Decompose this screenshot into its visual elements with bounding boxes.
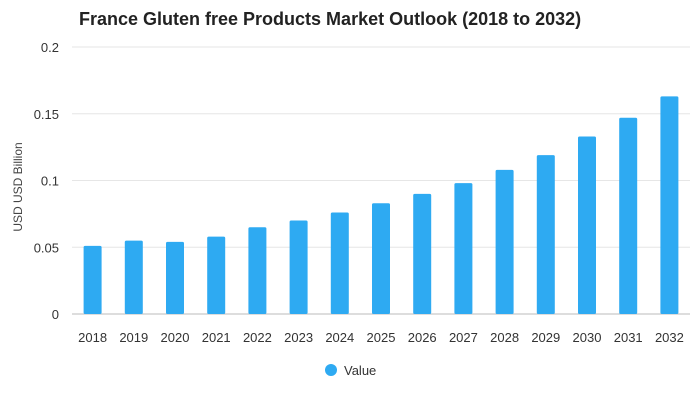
x-tick-label: 2027 [449,330,478,345]
x-tick-label: 2032 [655,330,684,345]
bar-2027 [454,183,473,314]
x-tick-label: 2018 [78,330,107,345]
bar-2025 [372,203,390,314]
y-tick-label: 0.1 [41,174,59,189]
x-tick-label: 2022 [243,330,272,345]
bar-2024 [330,212,349,314]
bar-2026 [413,193,432,314]
y-tick-label: 0 [52,307,59,322]
x-tick-label: 2025 [367,330,396,345]
x-tick-label: 2020 [161,330,190,345]
bar-2028 [495,169,514,314]
legend-label-value: Value [344,363,376,378]
bar-2019 [124,240,143,314]
x-tick-label: 2023 [284,330,313,345]
bar-2030 [578,136,596,314]
x-tick-label: 2021 [202,330,231,345]
bar-2032 [660,96,679,315]
y-tick-label: 0.2 [41,40,59,55]
x-tick-label: 2024 [325,330,354,345]
bar-2022 [248,227,267,314]
x-axis-ticks: 2018 2019 2020 2021 2022 2023 2024 2025 2026 2027… [78,330,684,345]
y-tick-label: 0.05 [34,240,59,255]
legend-swatch [325,364,337,376]
legend: Value [325,363,376,378]
x-tick-label: 2031 [614,330,643,345]
x-tick-label: 2019 [119,330,148,345]
chart-title: France Gluten free Products Market Outlo… [79,9,581,29]
y-axis-ticks: 0 0.05 0.1 0.15 0.2 [34,40,59,322]
bar-2020 [166,241,184,314]
x-tick-label: 2026 [408,330,437,345]
bars-group [83,96,679,315]
bar-2021 [207,236,226,314]
y-axis-label: USD USD Billion [11,142,25,231]
bar-2031 [619,117,638,314]
x-tick-label: 2029 [531,330,560,345]
bar-2023 [289,220,308,314]
bar-2029 [536,155,555,314]
x-tick-label: 2030 [573,330,602,345]
y-tick-label: 0.15 [34,107,59,122]
bar-2018 [83,245,102,314]
x-tick-label: 2028 [490,330,519,345]
